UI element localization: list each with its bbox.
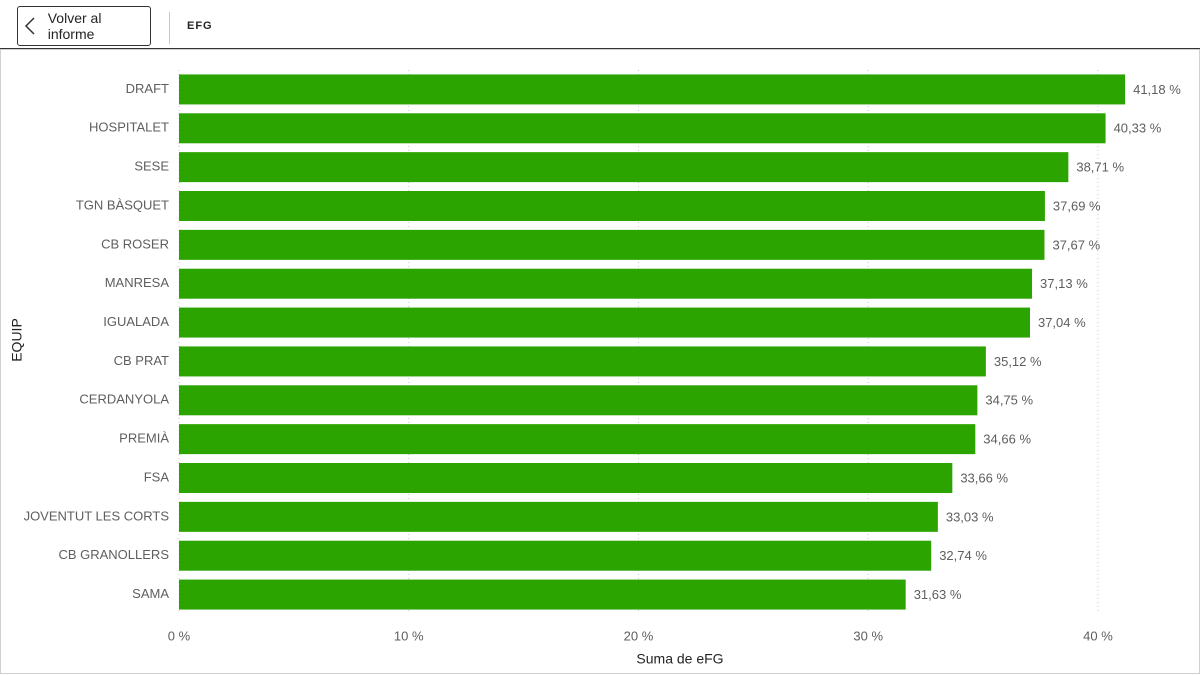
- data-label: 34,66 %: [983, 432, 1031, 447]
- y-tick-label: SAMA: [132, 586, 169, 601]
- bar: [179, 424, 976, 455]
- bar: [179, 74, 1126, 105]
- separator: [169, 12, 170, 44]
- y-tick-label: MANRESA: [105, 275, 170, 290]
- top-bar: Volver al informe EFG: [0, 0, 1200, 49]
- data-label: 33,66 %: [960, 470, 1008, 485]
- chart: EQUIP Suma de eFG 0 % 10 % 20 % 30 % 40 % DRA…: [0, 49, 1200, 674]
- y-tick-label: IGUALADA: [103, 314, 169, 329]
- bar: [179, 229, 1045, 260]
- y-tick-label: SESE: [134, 159, 169, 174]
- data-label: 35,12 %: [994, 354, 1042, 369]
- bar: [179, 385, 978, 416]
- y-tick-label: JOVENTUT LES CORTS: [24, 508, 170, 523]
- x-tick-label: 20 %: [624, 628, 654, 643]
- bar: [179, 152, 1069, 183]
- bar: [179, 579, 906, 610]
- bar: [179, 463, 953, 493]
- y-tick-label: PREMIÀ: [119, 431, 169, 446]
- bar: [179, 307, 1030, 338]
- y-tick-label: CB ROSER: [101, 236, 169, 251]
- y-tick-label: CERDANYOLA: [79, 392, 169, 407]
- y-tick-label: FSA: [144, 469, 170, 484]
- data-label: 37,69 %: [1053, 198, 1101, 213]
- back-button[interactable]: Volver al informe: [17, 6, 151, 46]
- y-tick-label: DRAFT: [126, 81, 169, 96]
- y-tick-label: HOSPITALET: [89, 120, 169, 135]
- bar: [179, 540, 932, 571]
- data-label: 37,67 %: [1052, 237, 1100, 252]
- data-label: 34,75 %: [985, 393, 1033, 408]
- x-tick-label: 30 %: [853, 628, 883, 643]
- bar: [179, 113, 1106, 144]
- back-label: Volver al informe: [47, 10, 102, 42]
- bar: [179, 346, 986, 377]
- x-tick-label: 10 %: [394, 628, 424, 643]
- back-icon: [24, 17, 35, 35]
- bar: [179, 191, 1045, 221]
- bar: [179, 501, 938, 532]
- x-tick-label: 0 %: [168, 628, 191, 643]
- data-label: 38,71 %: [1076, 160, 1124, 175]
- x-axis-title: Suma de eFG: [636, 651, 723, 667]
- data-label: 40,33 %: [1114, 121, 1162, 136]
- y-axis-title: EQUIP: [9, 318, 25, 362]
- data-label: 37,04 %: [1038, 315, 1086, 330]
- bar: [179, 268, 1033, 299]
- data-label: 31,63 %: [914, 587, 962, 602]
- y-tick-label: TGN BÀSQUET: [76, 197, 169, 212]
- y-tick-label: CB PRAT: [114, 353, 169, 368]
- page-title: EFG: [187, 20, 213, 32]
- data-label: 37,13 %: [1040, 276, 1088, 291]
- data-label: 41,18 %: [1133, 82, 1181, 97]
- x-tick-label: 40 %: [1083, 628, 1113, 643]
- y-tick-label: CB GRANOLLERS: [58, 547, 169, 562]
- data-label: 33,03 %: [946, 509, 994, 524]
- data-label: 32,74 %: [939, 548, 987, 563]
